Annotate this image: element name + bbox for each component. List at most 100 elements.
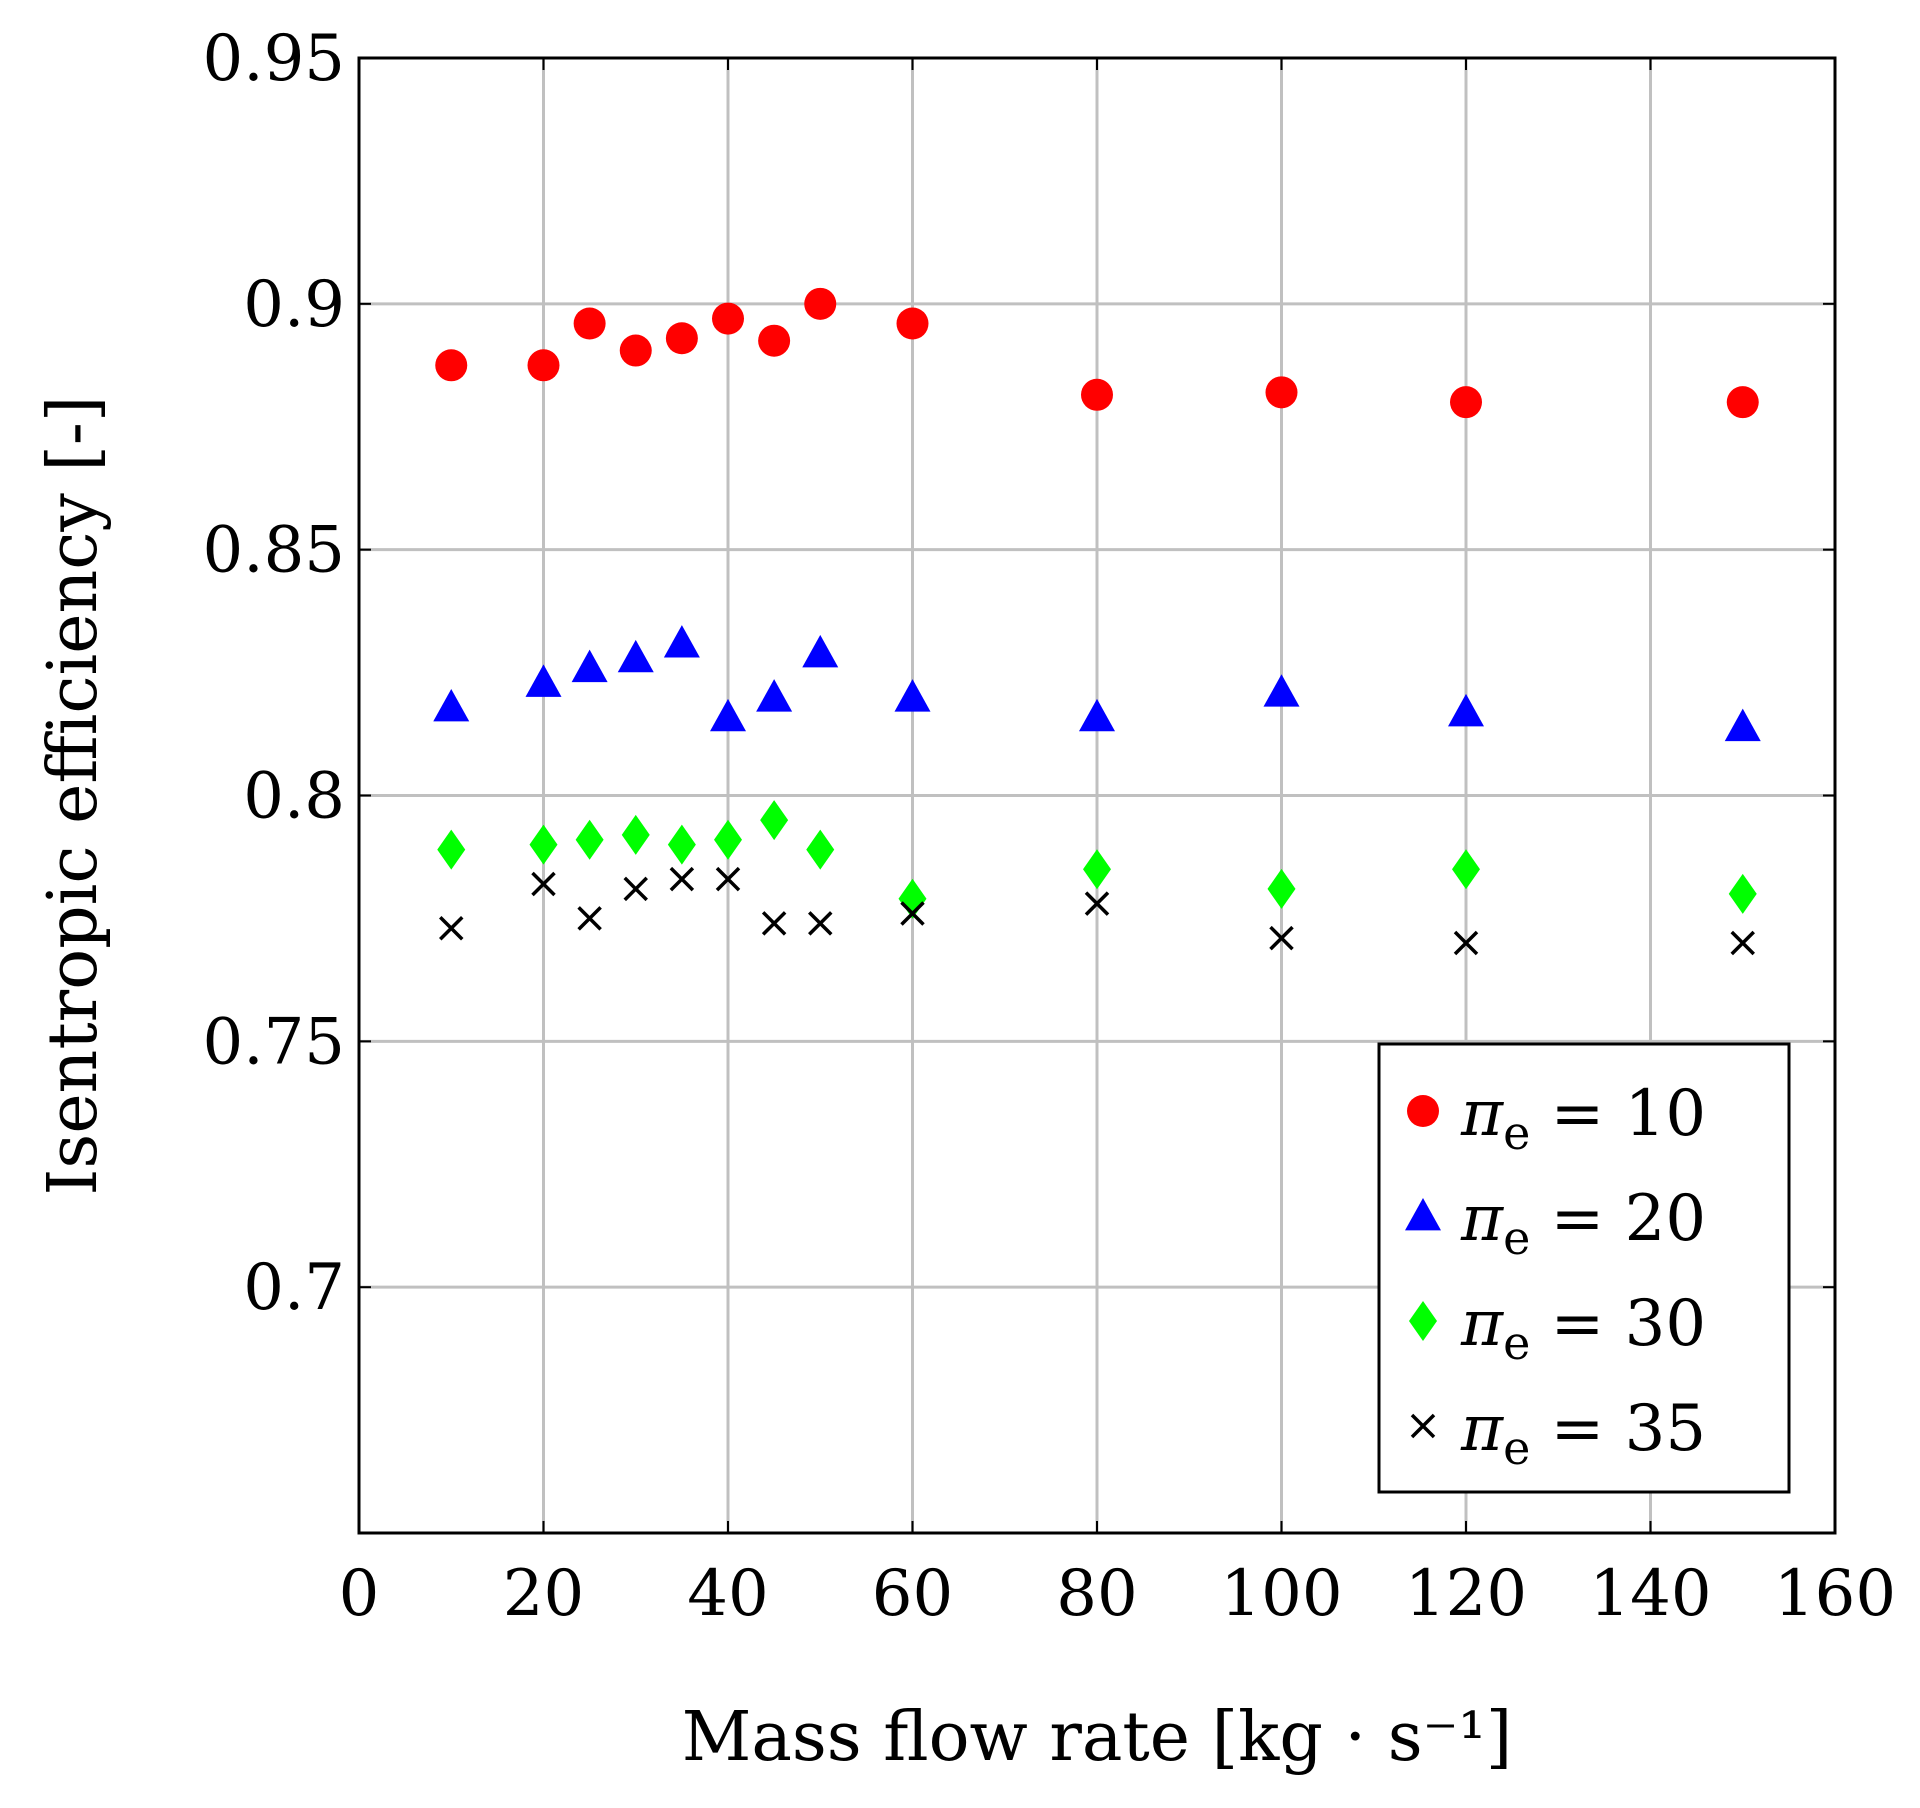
data-point bbox=[1263, 674, 1300, 707]
data-point bbox=[1448, 693, 1484, 727]
series-3 bbox=[437, 800, 1757, 919]
x-tick-label: 60 bbox=[872, 1557, 953, 1631]
x-tick-label: 120 bbox=[1405, 1557, 1527, 1631]
data-point bbox=[802, 634, 839, 668]
data-point bbox=[806, 829, 835, 870]
data-point bbox=[1267, 868, 1296, 909]
plot-frame bbox=[357, 56, 1837, 1535]
data-point bbox=[756, 679, 793, 712]
series-1 bbox=[435, 287, 1759, 419]
data-point bbox=[1269, 925, 1294, 951]
data-point bbox=[715, 866, 741, 892]
y-tick-label: 0.75 bbox=[203, 1005, 346, 1079]
data-point bbox=[761, 911, 787, 936]
x-tick-label: 40 bbox=[687, 1557, 768, 1631]
data-point bbox=[667, 824, 696, 865]
legend-box bbox=[1377, 1042, 1791, 1494]
legend-marker bbox=[1407, 1095, 1439, 1127]
data-point bbox=[1079, 698, 1115, 732]
legend-symbol: π bbox=[1460, 1392, 1504, 1466]
legend-label: πe = 20 bbox=[1460, 1182, 1706, 1265]
data-point bbox=[437, 829, 466, 870]
legend-item: πe = 20 bbox=[1405, 1182, 1706, 1265]
data-point bbox=[663, 625, 700, 658]
data-point bbox=[525, 664, 562, 697]
data-point bbox=[710, 698, 746, 732]
data-point bbox=[1084, 891, 1110, 916]
y-tick-label: 0.7 bbox=[243, 1251, 345, 1325]
data-point bbox=[527, 349, 560, 382]
data-point bbox=[760, 800, 789, 841]
legend-symbol: π bbox=[1460, 1287, 1504, 1361]
data-point bbox=[808, 911, 833, 936]
data-point bbox=[1450, 386, 1482, 419]
data-point bbox=[894, 679, 931, 712]
legend-value: = 10 bbox=[1530, 1077, 1706, 1151]
y-axis-label: Isentropic efficiency [-] bbox=[34, 396, 113, 1196]
legend-label: πe = 10 bbox=[1460, 1077, 1706, 1160]
legend-label: πe = 30 bbox=[1460, 1287, 1706, 1370]
data-point bbox=[617, 639, 654, 673]
y-tick-label: 0.8 bbox=[243, 760, 345, 834]
data-point bbox=[529, 824, 558, 865]
x-tick-label: 80 bbox=[1056, 1557, 1137, 1631]
x-tick-label: 160 bbox=[1774, 1557, 1896, 1631]
data-point bbox=[575, 819, 604, 860]
data-point bbox=[804, 287, 837, 320]
x-tick-label: 0 bbox=[339, 1557, 380, 1631]
data-point bbox=[1083, 849, 1111, 890]
legend-symbol: π bbox=[1460, 1077, 1504, 1151]
data-point bbox=[573, 307, 606, 340]
data-point bbox=[621, 814, 650, 855]
data-point bbox=[623, 876, 648, 902]
data-point bbox=[1730, 930, 1755, 956]
data-point bbox=[1081, 378, 1113, 411]
data-point bbox=[531, 871, 556, 897]
legend-marker bbox=[1409, 1301, 1437, 1341]
legend-subscript: e bbox=[1503, 1316, 1530, 1370]
legend-marker bbox=[1410, 1413, 1436, 1439]
x-tick-label: 20 bbox=[503, 1557, 584, 1631]
data-point bbox=[577, 906, 602, 931]
legend-value: = 30 bbox=[1530, 1287, 1706, 1361]
series-4 bbox=[439, 866, 1755, 956]
data-point bbox=[665, 322, 698, 355]
data-point bbox=[619, 334, 652, 367]
data-point bbox=[1726, 386, 1759, 419]
y-tick-label: 0.9 bbox=[243, 268, 345, 342]
data-point bbox=[896, 307, 929, 340]
legend-marker bbox=[1405, 1198, 1441, 1231]
legend-item: πe = 30 bbox=[1409, 1287, 1706, 1370]
data-point bbox=[712, 302, 744, 335]
data-point bbox=[1265, 376, 1298, 409]
data-point bbox=[714, 819, 742, 860]
data-point bbox=[571, 649, 608, 683]
data-point bbox=[435, 349, 468, 382]
legend-item: πe = 10 bbox=[1407, 1077, 1706, 1160]
legend-value: = 20 bbox=[1530, 1182, 1706, 1256]
legend-symbol: π bbox=[1460, 1182, 1504, 1256]
y-tick-label: 0.85 bbox=[203, 514, 346, 588]
data-marks bbox=[433, 287, 1761, 956]
legend-item: πe = 35 bbox=[1410, 1392, 1706, 1475]
data-point bbox=[439, 916, 464, 941]
data-point bbox=[900, 901, 925, 926]
legend-label: πe = 35 bbox=[1460, 1392, 1706, 1475]
legend-subscript: e bbox=[1503, 1211, 1530, 1265]
data-point bbox=[1452, 849, 1480, 890]
data-point bbox=[669, 866, 695, 892]
x-tick-label: 100 bbox=[1220, 1557, 1342, 1631]
data-point bbox=[1728, 873, 1757, 914]
data-point bbox=[1453, 930, 1479, 956]
legend-value: = 35 bbox=[1530, 1392, 1706, 1466]
tick-labels: 0 20 40 60 80 100 120 140 160 0.7 0.75 0.8 0.85 0.9 0.… bbox=[203, 22, 1897, 1631]
data-point bbox=[1724, 708, 1761, 742]
legend-subscript: e bbox=[1503, 1421, 1530, 1475]
data-point bbox=[758, 324, 791, 357]
x-tick-label: 140 bbox=[1589, 1557, 1711, 1631]
data-point bbox=[433, 689, 470, 722]
legend-subscript: e bbox=[1503, 1106, 1530, 1160]
y-tick-label: 0.95 bbox=[203, 22, 346, 96]
